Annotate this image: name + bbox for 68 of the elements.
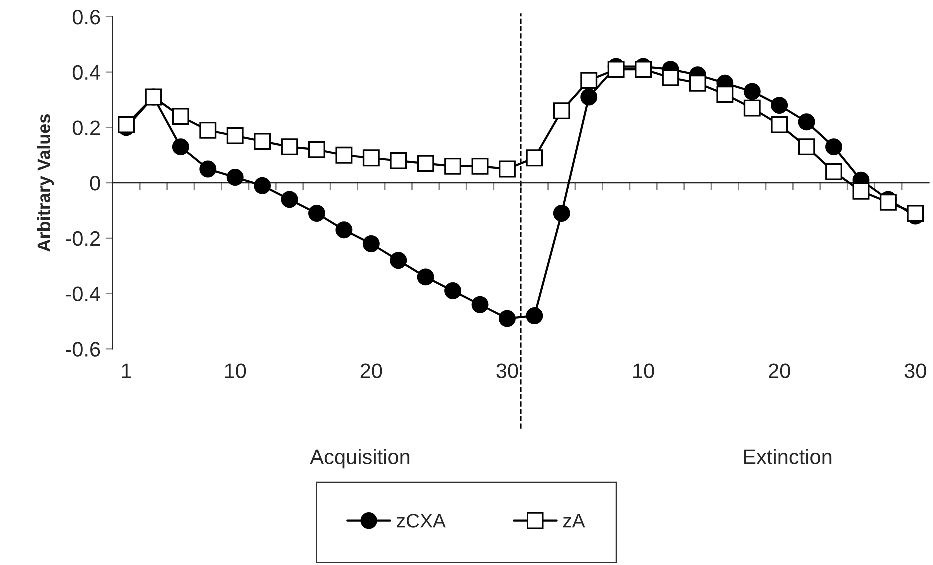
point — [200, 122, 217, 139]
point — [771, 116, 788, 134]
point — [362, 150, 380, 167]
point — [826, 164, 842, 180]
y-tick-label: -0.6 — [66, 342, 100, 357]
point — [390, 152, 408, 170]
point — [172, 108, 190, 126]
point — [689, 74, 706, 92]
point — [880, 194, 897, 211]
x-tick-label: 10 — [225, 364, 246, 378]
point — [771, 97, 788, 114]
point — [580, 88, 598, 106]
y-tick-label: -0.2 — [66, 231, 100, 246]
point — [580, 72, 598, 90]
x-tick-label: 30 — [496, 364, 518, 378]
point — [907, 205, 924, 222]
point — [852, 182, 870, 200]
x-tick-label: 20 — [360, 364, 382, 378]
x-tick-label: 30 — [904, 364, 926, 378]
point — [308, 205, 326, 222]
legend-label: zCXA — [397, 514, 446, 528]
y-tick-label: 0.4 — [72, 65, 100, 80]
point — [553, 205, 570, 222]
y-tick-label: -0.4 — [66, 286, 100, 302]
point — [499, 310, 516, 328]
point — [608, 61, 625, 78]
point — [744, 100, 761, 117]
text: Acquisition — [310, 449, 410, 469]
x-tick-label: 1 — [122, 364, 132, 378]
point — [444, 158, 462, 175]
x-tick-label: 10 — [634, 364, 654, 378]
point — [308, 141, 326, 158]
point — [553, 102, 570, 120]
point — [226, 169, 244, 186]
point — [635, 61, 652, 78]
y-tick-label: 0 — [90, 176, 100, 191]
point — [226, 128, 244, 144]
point — [526, 307, 544, 324]
point — [826, 138, 842, 156]
x-tick-label: 20 — [769, 364, 790, 378]
point — [417, 155, 434, 172]
point — [744, 83, 761, 100]
point — [662, 69, 680, 86]
point — [526, 150, 544, 167]
point — [336, 146, 353, 164]
point — [336, 222, 353, 239]
y-tick-label: 0.2 — [72, 120, 100, 136]
point — [281, 138, 298, 156]
legend-label: zA — [563, 514, 586, 528]
point — [716, 86, 734, 103]
point — [798, 138, 816, 156]
point — [362, 235, 380, 252]
point — [254, 133, 272, 150]
text: Extinction — [744, 449, 832, 464]
point — [472, 158, 489, 175]
point — [798, 114, 816, 131]
point — [390, 252, 408, 270]
point — [499, 160, 516, 178]
y-tick-label: 0.6 — [72, 10, 100, 25]
point — [172, 138, 190, 156]
point — [417, 268, 434, 286]
point — [200, 160, 217, 178]
point — [118, 116, 135, 134]
y-axis-title: Arbitrary Values — [37, 114, 54, 252]
point — [472, 296, 489, 314]
point — [281, 191, 298, 208]
point — [444, 282, 462, 300]
point — [254, 177, 272, 194]
